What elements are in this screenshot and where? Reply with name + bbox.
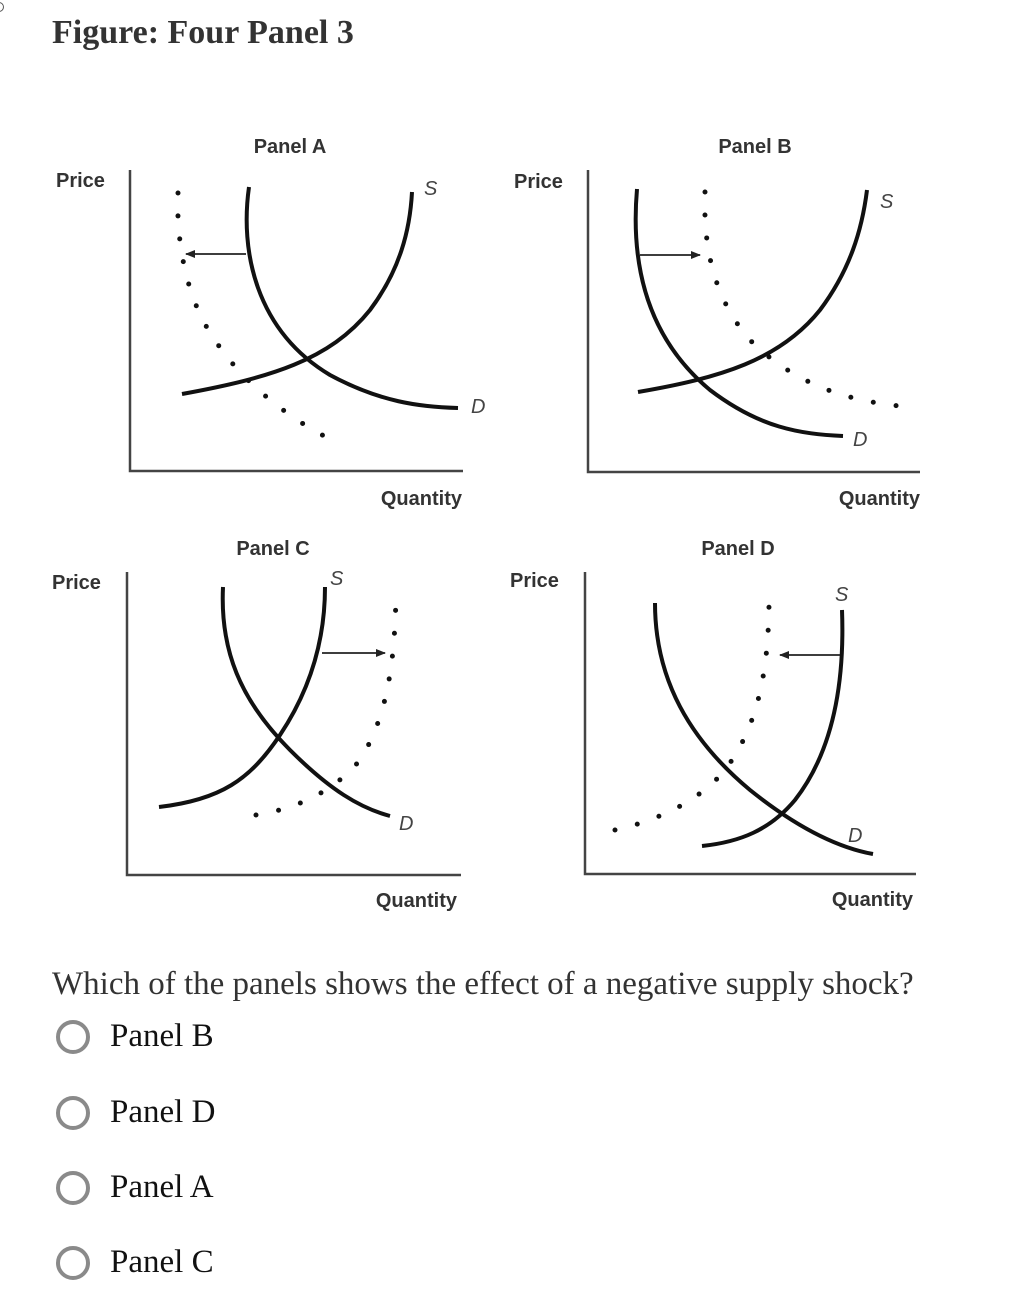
option-label: Panel A — [110, 1169, 214, 1205]
panel-b-y-label: Price — [514, 171, 563, 193]
radio-button[interactable] — [56, 1095, 90, 1130]
option-label: Panel B — [110, 1018, 214, 1054]
panel-d-axes — [583, 572, 916, 876]
panel-b-title: Panel B — [718, 136, 791, 158]
radio-button[interactable] — [56, 1245, 90, 1280]
panel-b-axes — [586, 170, 920, 474]
panel-a-demand-label: D — [471, 396, 485, 418]
panel-c-y-label: Price — [52, 572, 101, 594]
panel-b-supply-label: S — [880, 191, 894, 213]
panel-d-y-label: Price — [510, 570, 559, 592]
panel-c-supply-curve — [158, 586, 327, 809]
option-panel-d[interactable]: Panel D — [56, 1094, 215, 1131]
panel-b-supply-curve — [637, 189, 869, 394]
panel-d-x-label: Quantity — [832, 889, 914, 911]
panel-b-shifted-demand-dotted — [702, 189, 903, 409]
option-panel-c[interactable]: Panel C — [56, 1244, 214, 1281]
panel-d-title: Panel D — [701, 538, 774, 560]
panel-b: Panel B Price Quantity D S — [514, 136, 921, 510]
panel-d-demand-curve — [653, 602, 874, 856]
panel-a-title: Panel A — [254, 136, 327, 158]
panel-c: Panel C Price Quantity D S — [52, 538, 461, 912]
panel-a-y-label: Price — [56, 170, 105, 192]
panel-b-x-label: Quantity — [839, 488, 921, 510]
panel-a-supply-label: S — [424, 178, 438, 200]
panel-d-supply-label: S — [835, 584, 849, 606]
panel-a-shifted-demand-dotted — [175, 190, 337, 444]
panel-d-shifted-supply-dotted — [612, 602, 772, 833]
panel-d: Panel D Price Quantity D S — [510, 538, 916, 911]
panel-a-axes — [128, 170, 463, 473]
panel-d-supply-curve — [701, 609, 845, 848]
panel-a: Panel A Price Quantity D S — [56, 136, 485, 510]
question-text: Which of the panels shows the effect of … — [52, 966, 914, 1002]
panel-a-demand-curve — [244, 186, 459, 410]
panel-a-x-label: Quantity — [381, 488, 463, 510]
panel-c-demand-label: D — [399, 813, 413, 835]
option-label: Panel D — [110, 1094, 216, 1130]
four-panel-figure: Panel A Price Quantity D S Panel B Price… — [52, 136, 921, 912]
option-panel-b[interactable]: Panel B — [56, 1018, 214, 1055]
radio-button[interactable] — [56, 1170, 90, 1205]
radio-button[interactable] — [56, 1019, 90, 1054]
panel-d-demand-label: D — [848, 825, 862, 847]
panel-c-supply-label: S — [330, 568, 344, 590]
panel-c-demand-curve — [220, 586, 391, 818]
panel-b-demand-label: D — [853, 429, 867, 451]
option-panel-a[interactable]: Panel A — [56, 1169, 214, 1206]
figure-title: Figure: Four Panel 3 — [52, 14, 354, 51]
panel-b-demand-curve — [633, 188, 844, 438]
panel-c-title: Panel C — [236, 538, 309, 560]
panel-c-axes — [125, 572, 461, 877]
panel-c-x-label: Quantity — [376, 890, 458, 912]
option-label: Panel C — [110, 1244, 214, 1280]
panel-a-supply-curve — [181, 191, 414, 396]
